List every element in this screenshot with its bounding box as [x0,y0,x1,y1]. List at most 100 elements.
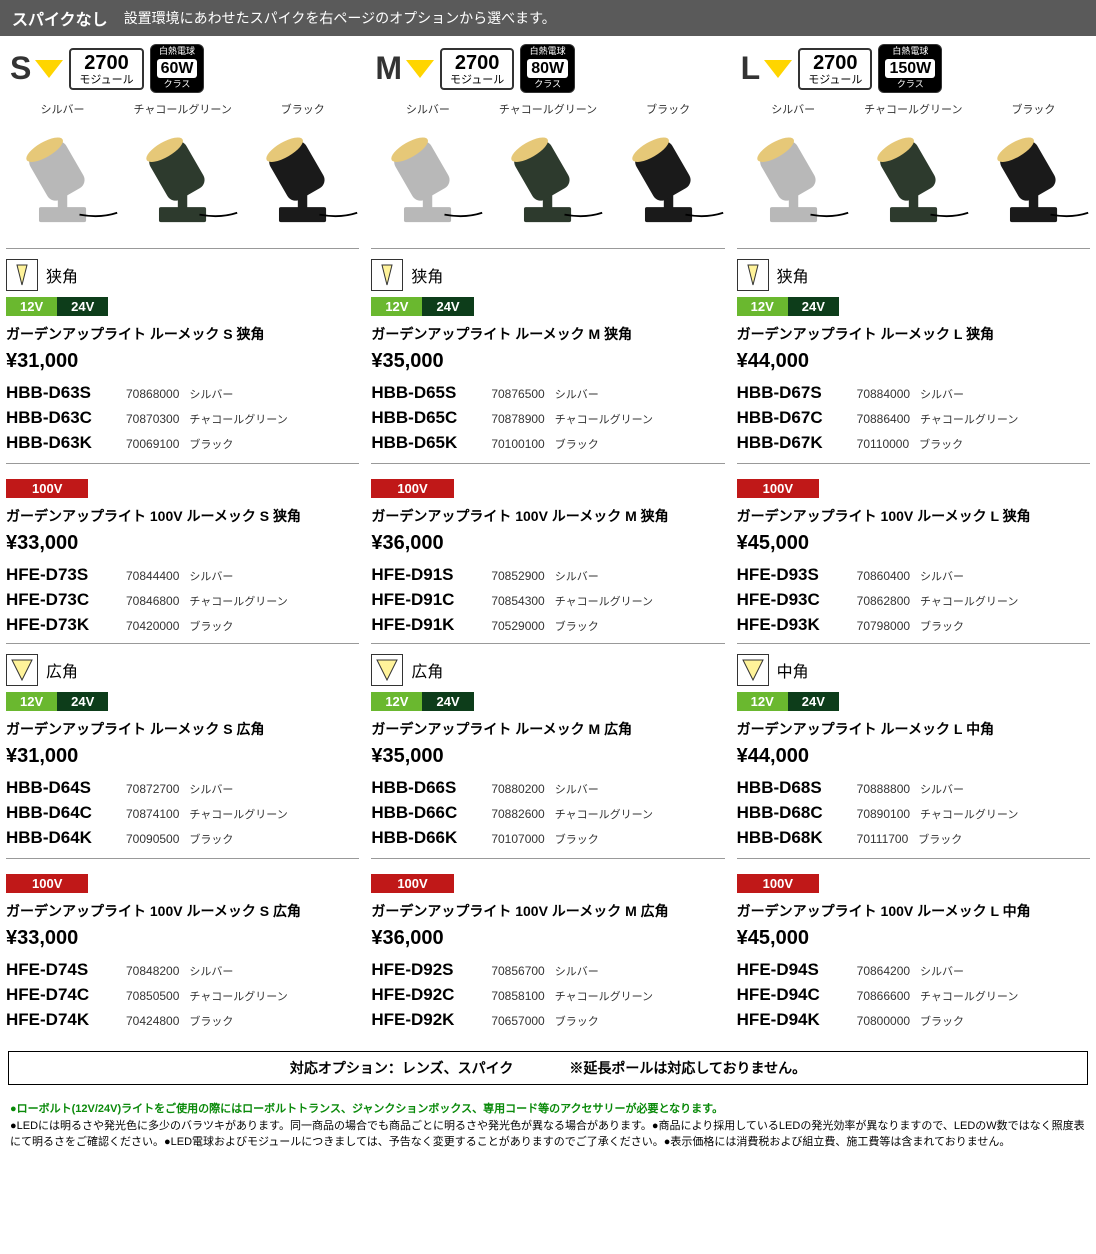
sku-number: 70856700 [491,964,544,978]
sku-row: HFE-D93S 70860400 シルバー [737,565,1090,585]
sku-code: HFE-D74K [6,1010,116,1030]
sku-color: ブラック [918,831,962,847]
sku-code: HFE-D93S [737,565,847,585]
sku-code: HFE-D92K [371,1010,481,1030]
product-name: ガーデンアップライト 100V ルーメック M 狭角 [371,506,724,526]
product-name: ガーデンアップライト 100V ルーメック L 中角 [737,901,1090,921]
angle-header-narrow: 狭角 [371,248,724,297]
sku-number: 70858100 [491,989,544,1003]
sku-color: ブラック [555,618,599,634]
sku-code: HBB-D64K [6,828,116,848]
product-name: ガーデンアップライト 100V ルーメック S 狭角 [6,506,359,526]
product-name: ガーデンアップライト 100V ルーメック L 狭角 [737,506,1090,526]
volt-badges: 12V24V [737,297,1090,316]
sku-number: 70100100 [491,437,544,451]
sku-color: チャコールグリーン [555,806,653,822]
sku-row: HBB-D68C 70890100 チャコールグリーン [737,803,1090,823]
product-name: ガーデンアップライト ルーメック L 中角 [737,719,1090,739]
sku-number: 70090500 [126,832,179,846]
kelvin-badge: 2700モジュール [798,48,872,90]
sku-color: チャコールグリーン [920,988,1018,1004]
sku-number: 70846800 [126,594,179,608]
triangle-icon [35,60,63,78]
sku-row: HFE-D91S 70852900 シルバー [371,565,724,585]
size-header: S 2700モジュール 白熱電球60Wクラス [6,36,359,97]
sku-row: HBB-D63S 70868000 シルバー [6,383,359,403]
badge-100v: 100V [737,874,819,893]
badge-12v: 12V [6,692,57,711]
volt-badges: 100V [371,874,724,893]
sku-color: ブラック [920,618,964,634]
sku-code: HFE-D94C [737,985,847,1005]
product-name: ガーデンアップライト ルーメック S 広角 [6,719,359,739]
sku-color: シルバー [189,781,233,797]
product-name: ガーデンアップライト ルーメック S 狭角 [6,324,359,344]
product-price: ¥33,000 [6,927,359,950]
sku-row: HFE-D91K 70529000 ブラック [371,615,724,635]
sku-code: HFE-D73K [6,615,116,635]
wide-angle-icon [371,654,403,686]
sku-code: HBB-D67S [737,383,847,403]
angle-label: 中角 [777,658,809,682]
sku-color: ブラック [189,618,233,634]
angle-header-wide: 広角 [371,643,724,692]
sku-row: HFE-D74K 70424800 ブラック [6,1010,359,1030]
sku-row: HBB-D67S 70884000 シルバー [737,383,1090,403]
thumb-silver: シルバー [6,101,119,236]
sku-row: HBB-D67C 70886400 チャコールグリーン [737,408,1090,428]
sku-code: HBB-D66K [371,828,481,848]
watt-badge: 白熱電球150Wクラス [878,44,942,93]
sku-code: HBB-D66C [371,803,481,823]
sku-code: HBB-D63S [6,383,116,403]
angle-header-wide: 中角 [737,643,1090,692]
sku-number: 70864200 [857,964,910,978]
product-price: ¥44,000 [737,745,1090,768]
sku-number: 70107000 [491,832,544,846]
sku-number: 70872700 [126,782,179,796]
sku-number: 70862800 [857,594,910,608]
badge-12v: 12V [6,297,57,316]
sku-number: 70798000 [857,619,910,633]
footer-option-box: 対応オプション：レンズ、スパイク ※延長ポールは対応しておりません。 [8,1051,1088,1085]
sku-color: シルバー [555,963,599,979]
product-name: ガーデンアップライト ルーメック M 広角 [371,719,724,739]
volt-badges: 100V [6,479,359,498]
thumb-charcoal: チャコールグリーン [491,101,604,236]
badge-100v: 100V [6,874,88,893]
sku-code: HBB-D68C [737,803,847,823]
badge-100v: 100V [371,874,453,893]
product-thumbnails: シルバー チャコールグリーン ブラック [737,97,1090,240]
sku-color: ブラック [189,1013,233,1029]
sku-code: HBB-D63K [6,433,116,453]
sku-code: HFE-D74S [6,960,116,980]
badge-12v: 12V [371,297,422,316]
sku-color: チャコールグリーン [920,593,1018,609]
sku-row: HBB-D66C 70882600 チャコールグリーン [371,803,724,823]
sku-row: HFE-D94S 70864200 シルバー [737,960,1090,980]
sku-number: 70852900 [491,569,544,583]
sku-code: HBB-D64S [6,778,116,798]
footer-black-notes: ●LEDには明るさや発光色に多少のバラツキがあります。同一商品の場合でも商品ごと… [10,1118,1086,1151]
sku-color: ブラック [919,436,963,452]
sku-number: 70111700 [857,832,909,846]
angle-label: 狭角 [777,263,809,287]
sku-row: HFE-D74S 70848200 シルバー [6,960,359,980]
sku-code: HBB-D63C [6,408,116,428]
sku-color: チャコールグリーン [555,593,653,609]
sku-color: シルバー [555,781,599,797]
angle-header-wide: 広角 [6,643,359,692]
size-header: L 2700モジュール 白熱電球150Wクラス [737,36,1090,97]
sku-code: HFE-D91S [371,565,481,585]
product-name: ガーデンアップライト ルーメック L 狭角 [737,324,1090,344]
sku-color: ブラック [555,831,599,847]
volt-badges: 12V24V [6,297,359,316]
sku-code: HFE-D94S [737,960,847,980]
watt-badge: 白熱電球60Wクラス [150,44,205,93]
wide-angle-icon [737,654,769,686]
sku-color: チャコールグリーン [189,806,287,822]
narrow-angle-icon [6,259,38,291]
angle-label: 広角 [411,658,443,682]
sku-row: HBB-D63K 70069100 ブラック [6,433,359,453]
sku-color: チャコールグリーン [189,411,287,427]
volt-badges: 100V [737,479,1090,498]
